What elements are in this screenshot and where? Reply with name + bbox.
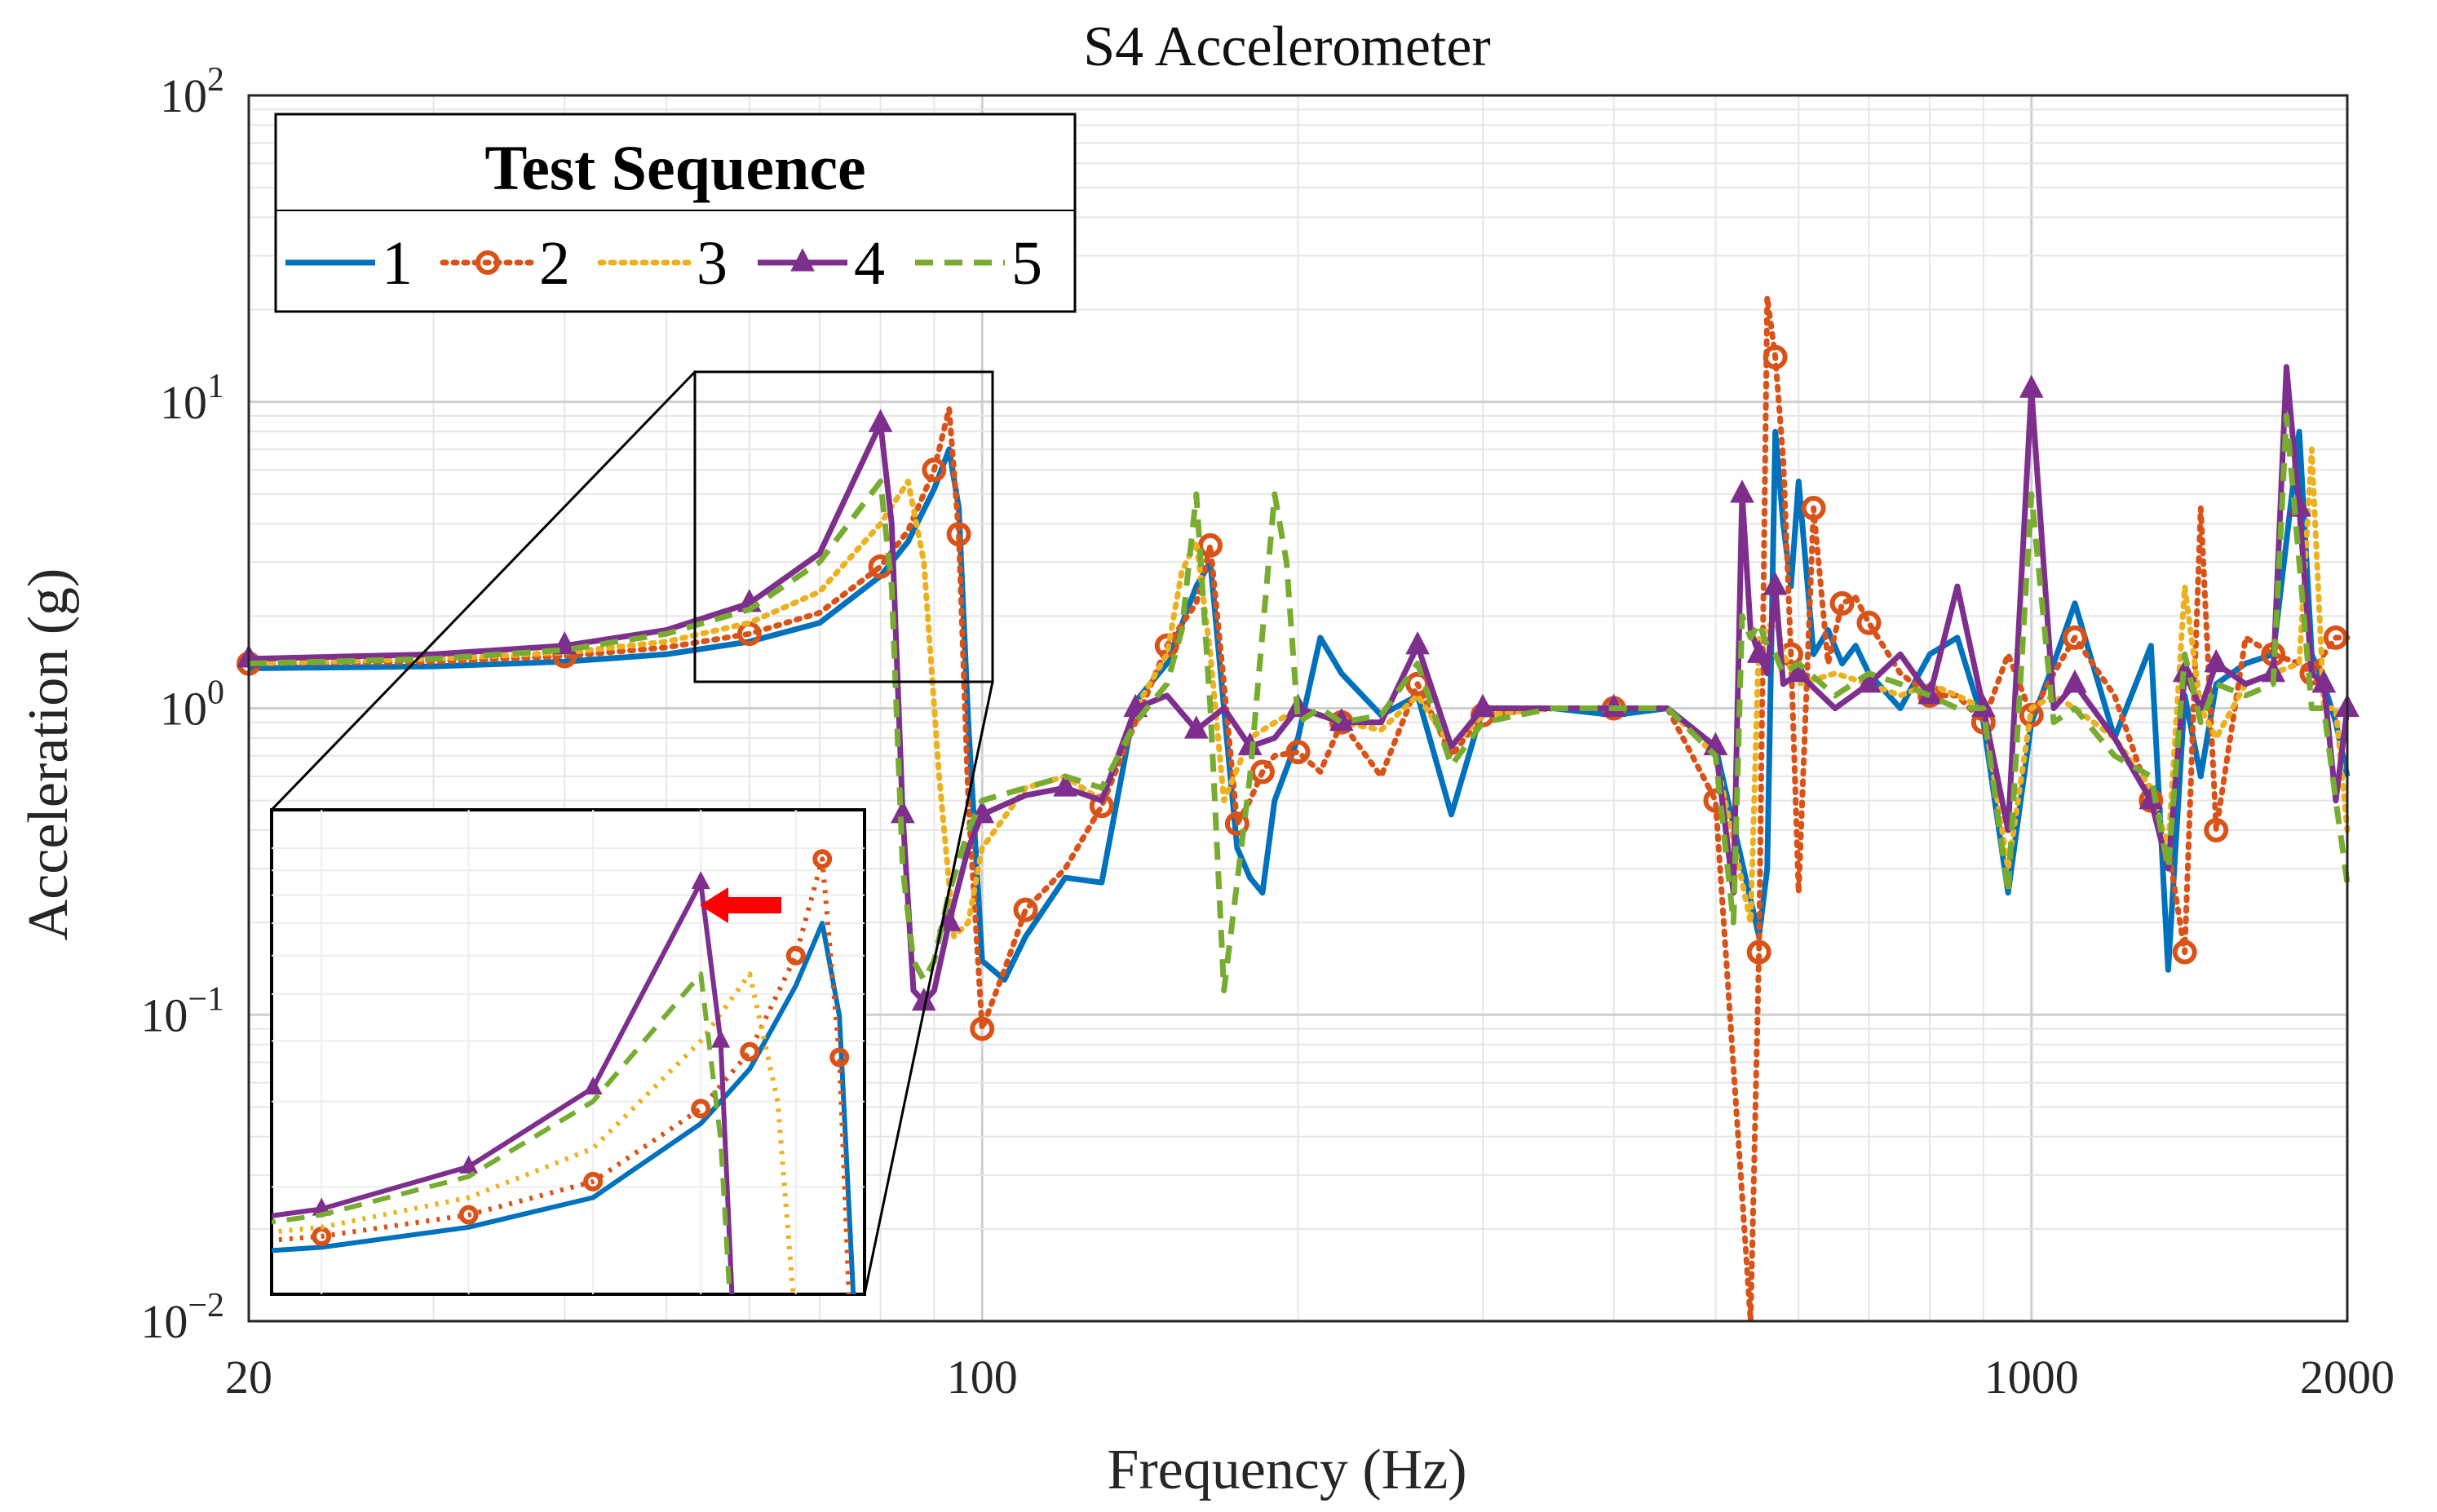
legend-label: 1 bbox=[382, 229, 413, 298]
inset-series-4-point bbox=[711, 1029, 731, 1048]
inset-panel bbox=[270, 808, 866, 1296]
series-4-point bbox=[1053, 773, 1077, 797]
x-tick-label: 1000 bbox=[1984, 1351, 2079, 1404]
legend-box bbox=[274, 113, 1077, 313]
inset-series-2-point bbox=[583, 1171, 604, 1191]
series-2-point bbox=[1405, 671, 1431, 696]
plot-frame bbox=[247, 94, 2349, 1323]
inset-series-4-point bbox=[583, 1077, 603, 1095]
series-2-point bbox=[1801, 496, 1826, 521]
legend-item-3: 3 bbox=[597, 229, 728, 298]
inset-series-2-point bbox=[740, 1041, 760, 1062]
legend-item-1: 1 bbox=[285, 229, 413, 298]
series-4-point bbox=[1786, 658, 1811, 683]
series-2-point bbox=[922, 458, 947, 483]
inset-series-1 bbox=[272, 921, 856, 1294]
inset-series-3-line bbox=[272, 971, 796, 1294]
series-4-point bbox=[1123, 693, 1148, 718]
x-tick-labels: 20 100 1000 2000 bbox=[225, 1351, 2395, 1404]
series-2-point bbox=[1224, 811, 1249, 837]
legend-label: 5 bbox=[1011, 229, 1042, 298]
inset-series-5-line bbox=[272, 971, 732, 1294]
inset-series-2-line bbox=[272, 856, 851, 1294]
series-2-point bbox=[2062, 625, 2087, 650]
series-4-point bbox=[2063, 669, 2087, 693]
inset-series-4-point bbox=[459, 1155, 479, 1174]
inset-series-2-point bbox=[458, 1205, 479, 1225]
inset-zoom bbox=[270, 370, 994, 1296]
series-4-point bbox=[1183, 715, 1209, 739]
series-4-point bbox=[1730, 480, 1754, 503]
series-2-point bbox=[970, 1016, 995, 1041]
inset-series bbox=[272, 849, 856, 1294]
series-4-point bbox=[2204, 648, 2229, 673]
inset-source-box bbox=[693, 370, 994, 683]
series-3-line bbox=[245, 446, 2351, 939]
inset-series-2-point bbox=[785, 945, 806, 966]
series-2-point bbox=[2172, 939, 2197, 965]
x-tick-label: 100 bbox=[947, 1351, 1018, 1404]
legend-marker bbox=[475, 250, 500, 275]
inset-series-2 bbox=[272, 849, 851, 1294]
y-tick-label: 10−1 bbox=[140, 980, 224, 1041]
series-4-point bbox=[2019, 374, 2044, 398]
series-4-point bbox=[2311, 669, 2337, 693]
legend-item-5: 5 bbox=[915, 229, 1042, 298]
inset-series-2-point bbox=[691, 1099, 711, 1119]
series-2-point bbox=[1198, 533, 1223, 558]
legend-label: 2 bbox=[539, 229, 570, 298]
inset-connector-bottom bbox=[863, 681, 994, 1295]
inset-connector-top bbox=[270, 370, 697, 811]
y-tick-label: 10−2 bbox=[140, 1287, 224, 1348]
axes-frame bbox=[247, 94, 2349, 1323]
legend-item-4: 4 bbox=[758, 229, 885, 298]
series-2-point bbox=[2323, 625, 2348, 650]
legend-items: 1 2 3 4 5 bbox=[285, 229, 1042, 298]
series-3 bbox=[245, 446, 2351, 939]
y-axis-label: Acceleration (g) bbox=[17, 568, 80, 941]
x-tick-label: 2000 bbox=[2300, 1351, 2395, 1404]
series-4 bbox=[237, 364, 2360, 1011]
series-2-point bbox=[1013, 897, 1038, 922]
y-tick-label: 100 bbox=[160, 674, 224, 736]
series-4-point bbox=[1405, 631, 1430, 655]
shift-arrow-icon bbox=[700, 887, 781, 923]
inset-series-4-point bbox=[691, 871, 710, 890]
legend-label: 3 bbox=[697, 229, 728, 298]
legend: Test Sequence 1 2 3 4 5 bbox=[274, 113, 1077, 313]
inset-series-1-line bbox=[272, 921, 856, 1294]
inset-series-2-point bbox=[829, 1047, 850, 1068]
series-4-point bbox=[1856, 669, 1882, 693]
series-2-point bbox=[1746, 939, 1771, 965]
y-tick-label: 102 bbox=[160, 61, 224, 122]
series-2-point bbox=[1856, 610, 1882, 635]
series-2-point bbox=[1763, 344, 1788, 369]
series-4-point bbox=[1763, 572, 1788, 595]
y-tick-label: 101 bbox=[160, 368, 224, 429]
x-axis-label: Frequency (Hz) bbox=[1107, 1439, 1466, 1501]
inset-series-4 bbox=[272, 871, 735, 1294]
x-tick-label: 20 bbox=[225, 1351, 272, 1404]
series-2-point bbox=[2204, 818, 2229, 843]
series-4-point bbox=[1471, 693, 1495, 718]
series-4-point bbox=[868, 409, 893, 432]
legend-item-2: 2 bbox=[440, 229, 570, 298]
inset-series-3 bbox=[272, 971, 796, 1294]
series-4-line bbox=[248, 364, 2351, 1006]
legend-label: 4 bbox=[854, 229, 885, 298]
series-2-point bbox=[946, 521, 971, 546]
series-2-point bbox=[1285, 740, 1311, 765]
inset-series-2-point bbox=[812, 849, 833, 869]
legend-marker bbox=[790, 248, 815, 272]
legend-title: Test Sequence bbox=[484, 132, 865, 203]
chart-title: S4 Accelerometer bbox=[1083, 15, 1491, 78]
series-2-point bbox=[1829, 590, 1855, 616]
inset-series-5 bbox=[272, 971, 732, 1294]
y-tick-labels: 10−2 10−1 100 101 102 bbox=[140, 61, 224, 1348]
series-4-point bbox=[1746, 639, 1771, 663]
